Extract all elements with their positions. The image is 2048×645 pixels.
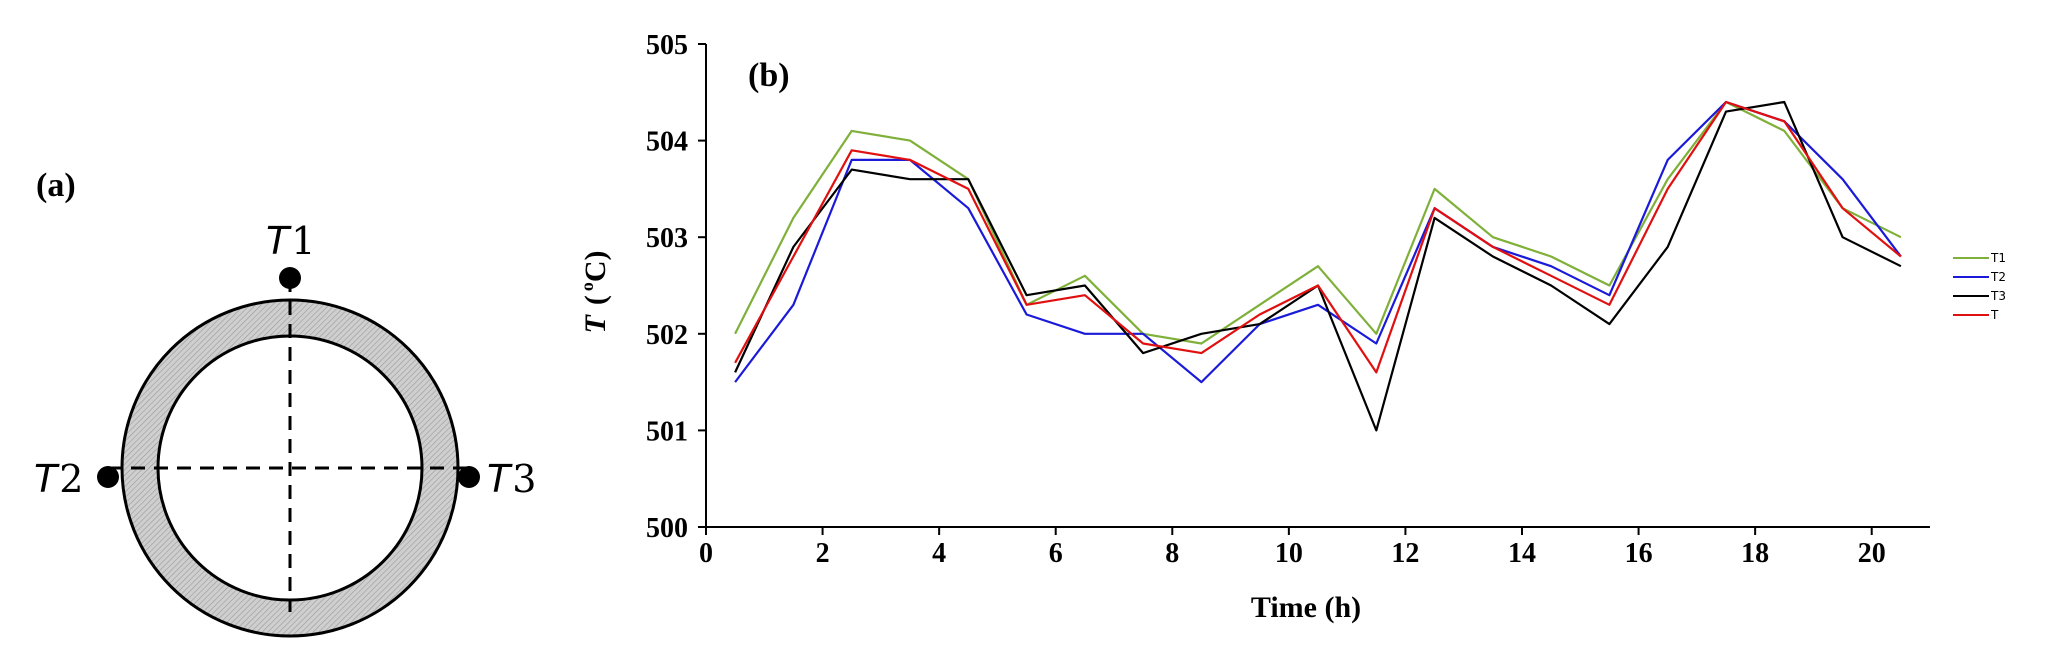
series-line-t1 <box>734 100 1902 345</box>
x-tick-label: 6 <box>1049 538 1063 569</box>
series-line-t2 <box>734 100 1902 384</box>
sensor-t2-dot <box>97 466 119 488</box>
sensor-t3-dot <box>458 466 480 488</box>
x-tick-label: 4 <box>932 538 946 569</box>
sensor-t3-label: T3 <box>487 457 536 501</box>
y-tick-label: 501 <box>646 416 688 447</box>
y-axis-ticks: 500 501 502 503 504 505 <box>646 30 706 544</box>
series-line-t <box>734 100 1902 374</box>
sensor-t2-label: T2 <box>34 457 83 501</box>
legend-label-t1: T1 <box>1990 251 2006 265</box>
x-axis-ticks: 0 2 4 6 8 10 12 14 16 18 20 <box>699 527 1886 569</box>
x-tick-label: 0 <box>699 538 713 569</box>
y-axis-title: T(oC) <box>577 251 612 334</box>
legend-label-t: T <box>1990 308 1999 322</box>
x-tick-label: 16 <box>1625 538 1653 569</box>
x-tick-label: 2 <box>816 538 830 569</box>
y-tick-label: 503 <box>646 223 688 254</box>
x-axis-title: Time (h) <box>1251 591 1361 624</box>
panel-a: (a) T1 T2 T3 <box>34 167 536 638</box>
y-tick-label: 500 <box>646 513 688 544</box>
legend-label-t3: T3 <box>1990 289 2006 303</box>
y-tick-label: 502 <box>646 320 688 351</box>
y-tick-label: 504 <box>646 127 688 158</box>
legend-label-t2: T2 <box>1990 270 2006 284</box>
panel-b: (b) 500 501 502 503 504 505 0 2 4 6 8 10 12 14 16 18 20… <box>577 30 2006 624</box>
sensor-t1-label: T1 <box>266 219 315 263</box>
x-tick-label: 14 <box>1508 538 1536 569</box>
x-tick-label: 20 <box>1858 538 1886 569</box>
x-tick-label: 8 <box>1165 538 1179 569</box>
sensor-t1-dot <box>279 267 301 289</box>
x-tick-label: 12 <box>1391 538 1419 569</box>
legend: T1 T2 T3 T <box>1953 251 2006 322</box>
x-tick-label: 18 <box>1741 538 1769 569</box>
y-tick-label: 505 <box>646 30 688 61</box>
x-tick-label: 10 <box>1275 538 1303 569</box>
series-lines <box>734 100 1902 432</box>
panel-a-label: (a) <box>36 167 76 204</box>
panel-b-label: (b) <box>748 57 790 94</box>
